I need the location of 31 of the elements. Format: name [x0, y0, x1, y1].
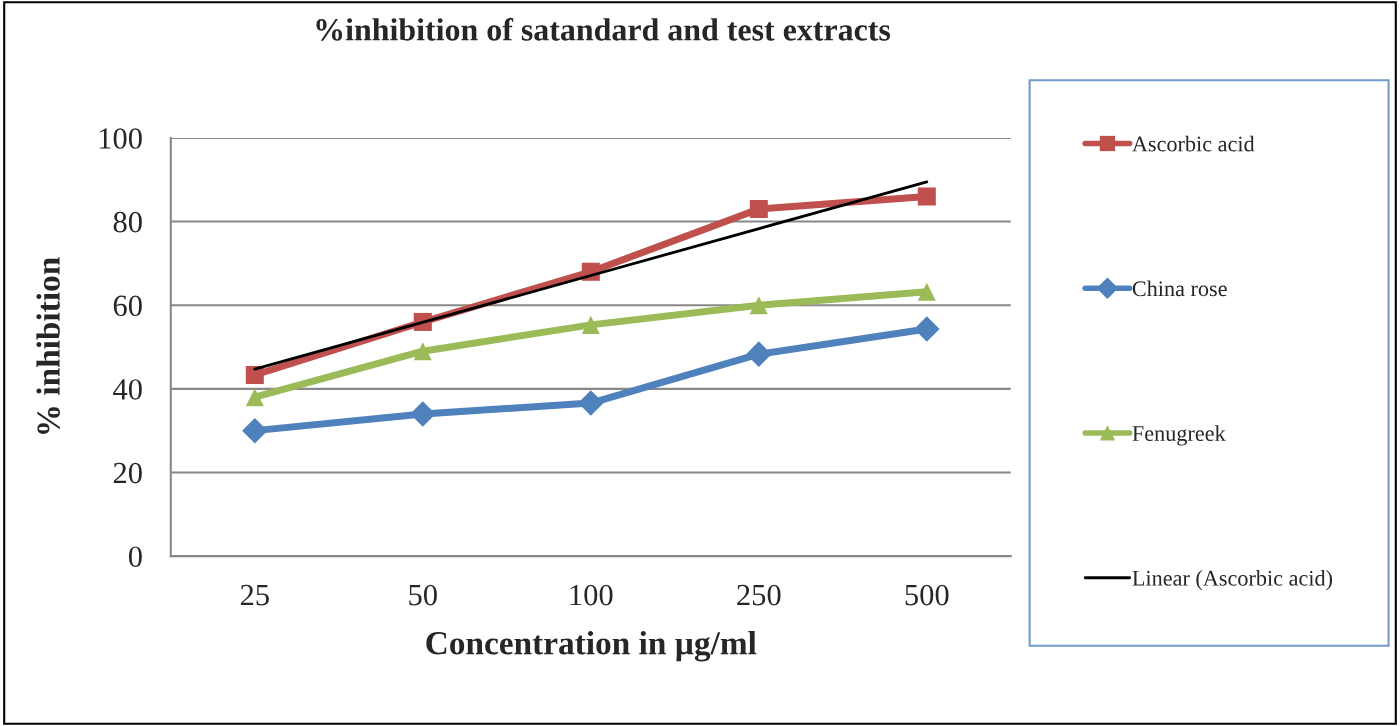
- x-tick-label: 50: [409, 584, 437, 606]
- y-tick-label: 0: [128, 546, 142, 568]
- legend-label: Linear (Ascorbic acid): [1132, 570, 1333, 591]
- point: [581, 315, 600, 334]
- point: [242, 417, 268, 444]
- y-tick-label: 40: [113, 379, 142, 400]
- x-tick-label: 500: [905, 584, 949, 606]
- x-tick-label: 100: [570, 584, 613, 606]
- point: [245, 388, 264, 407]
- legend-label: Ascorbic acid: [1132, 135, 1255, 152]
- y-axis-title: % inhibition: [36, 257, 60, 434]
- point: [749, 296, 768, 315]
- point: [410, 401, 436, 427]
- point: [578, 390, 604, 416]
- point: [914, 316, 940, 342]
- chart-title: %inhibition of satandard and test extracts: [316, 17, 891, 41]
- legend-label: China rose: [1132, 280, 1227, 297]
- x-axis-title: Concentration in µg/ml: [426, 631, 757, 662]
- point: [245, 366, 264, 385]
- x-tick-label: 25: [240, 584, 269, 606]
- legend-label: Fenugreek: [1132, 425, 1226, 446]
- point: [413, 342, 432, 361]
- y-tick-label: 20: [113, 462, 142, 484]
- point: [917, 282, 936, 301]
- point: [917, 187, 936, 206]
- point: [746, 341, 772, 367]
- point: [749, 200, 768, 219]
- y-tick-label: 80: [113, 211, 142, 233]
- y-tick-label: 60: [113, 295, 142, 317]
- y-tick-label: 100: [99, 128, 142, 149]
- x-tick-label: 250: [737, 584, 781, 606]
